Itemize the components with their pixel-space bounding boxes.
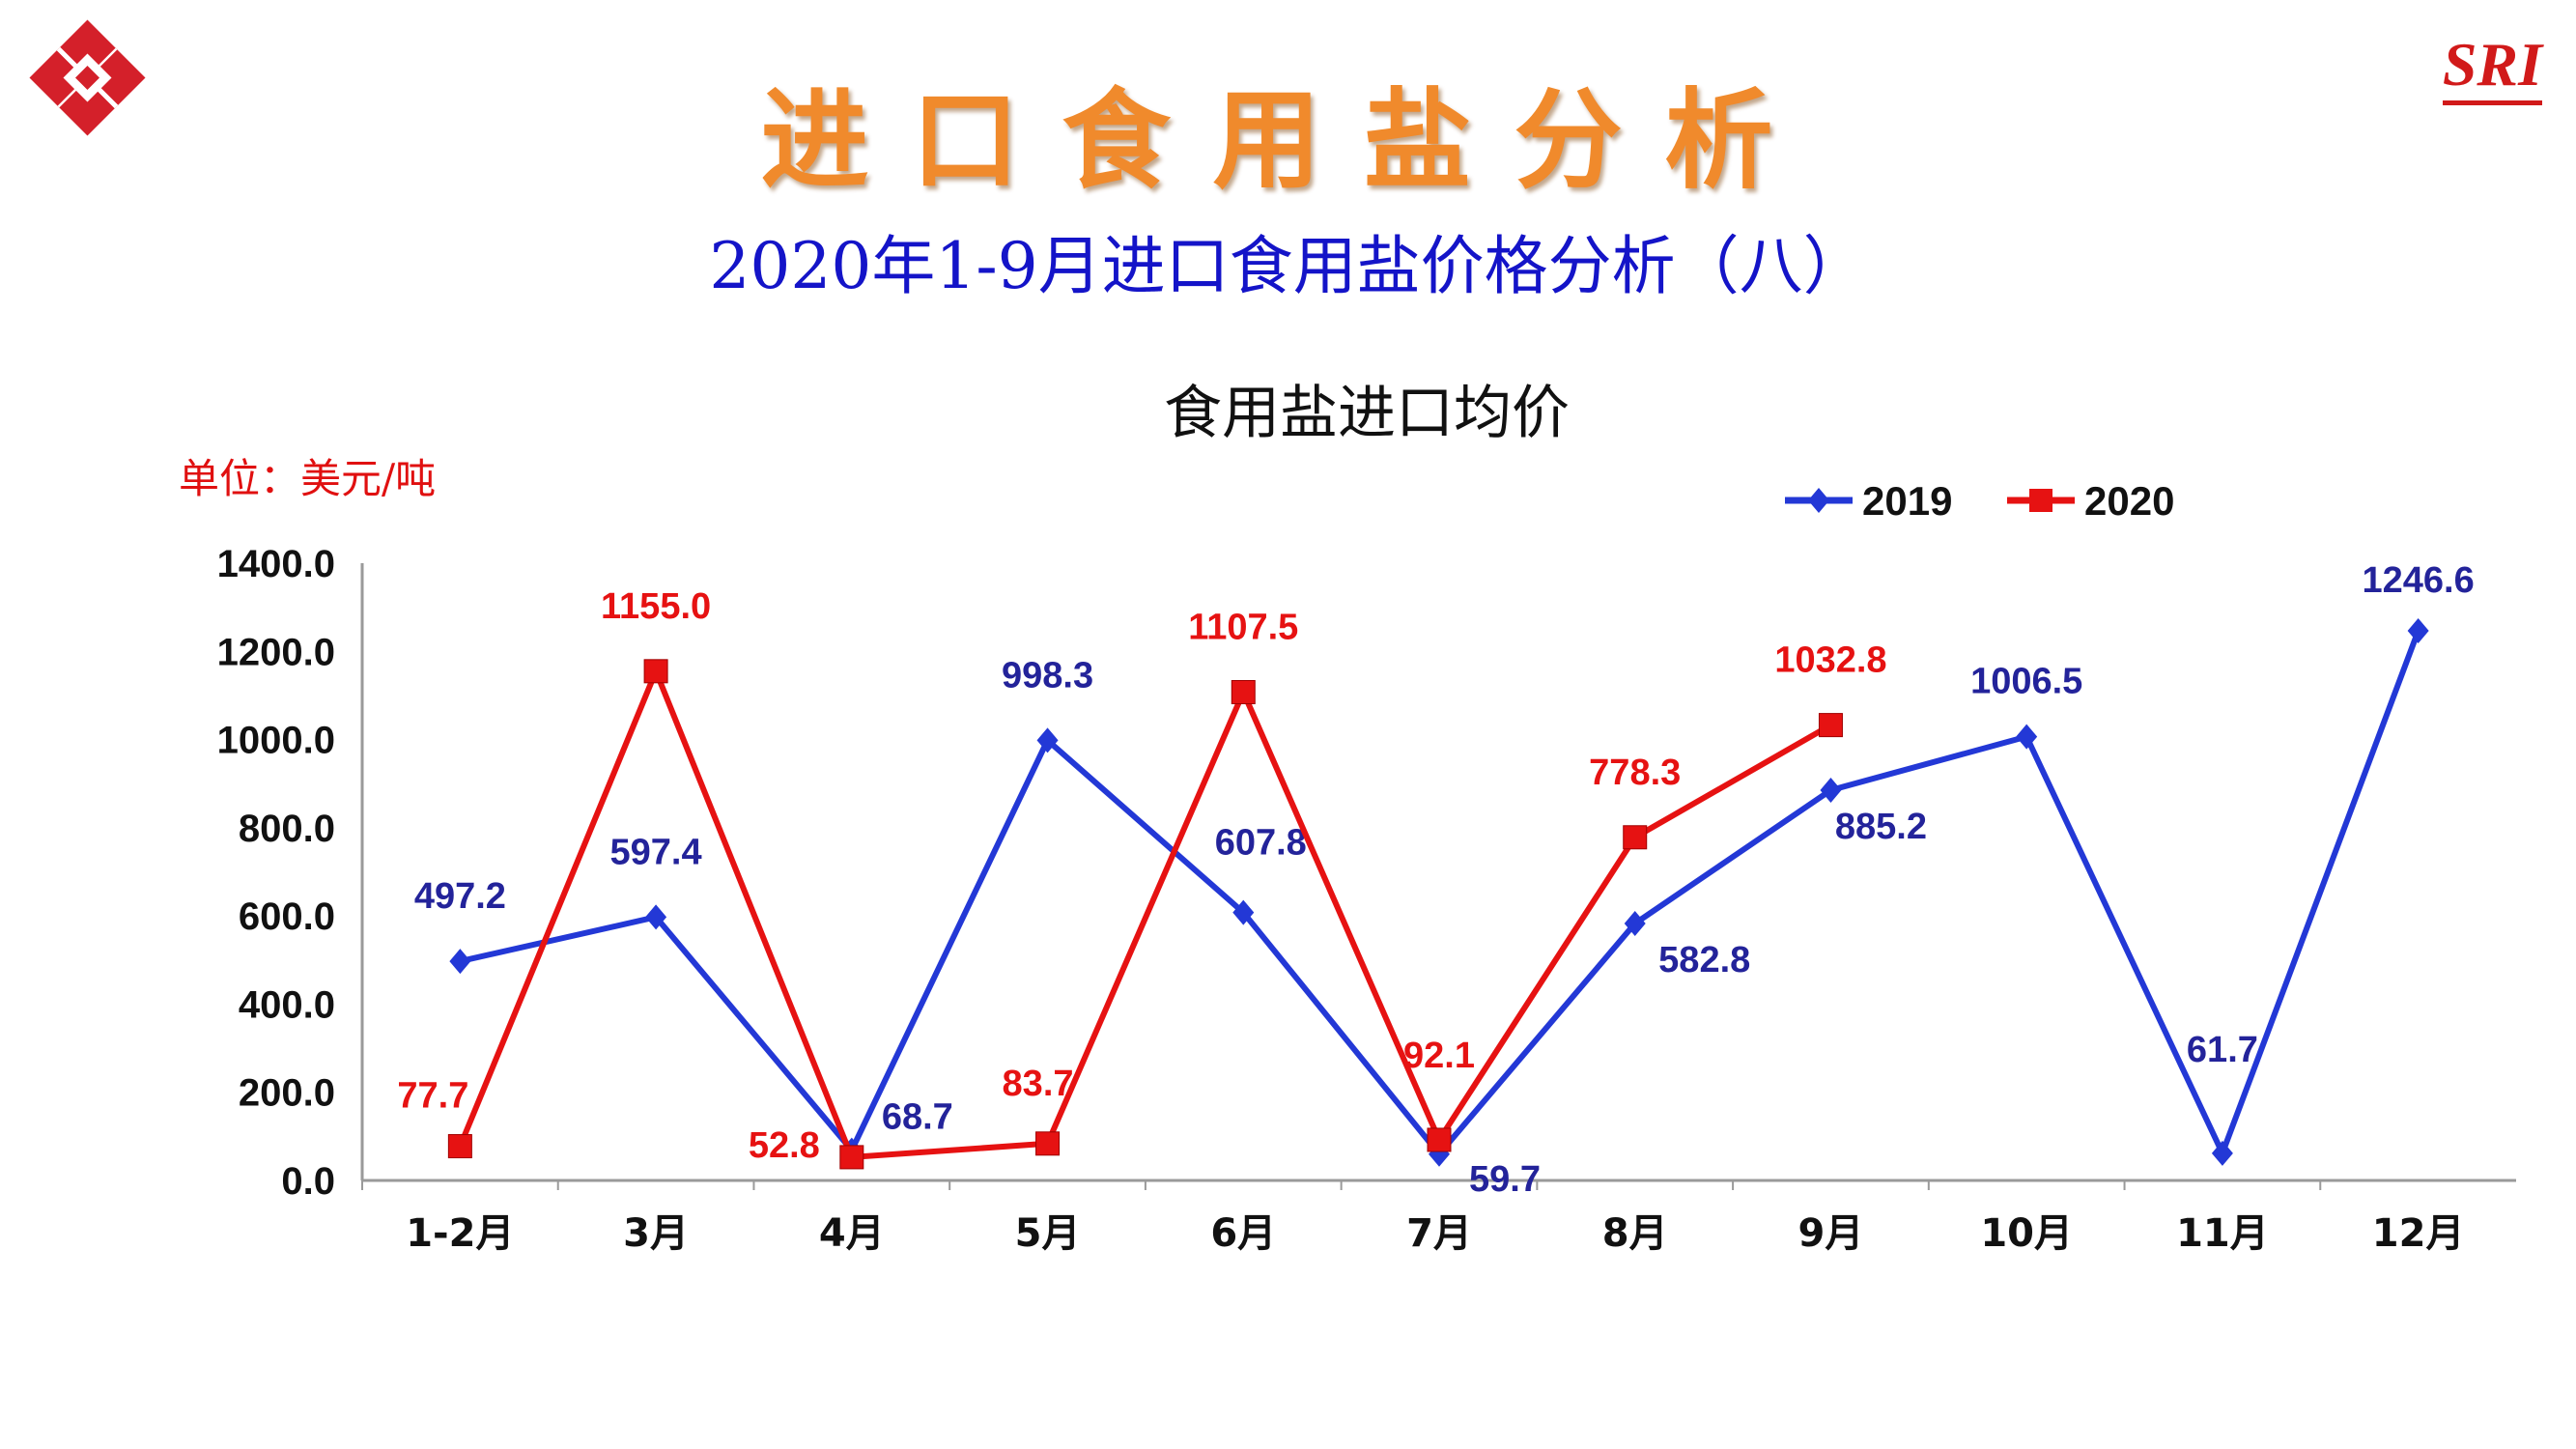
x-tick-label: 11月 (2176, 1211, 2269, 1256)
page-title: 进口食用盐分析 (760, 78, 1816, 204)
data-label-2019: 1006.5 (1970, 662, 2082, 702)
chart-title: 食用盐进口均价 (1164, 380, 1570, 447)
data-label-2020: 1032.8 (1774, 640, 1886, 681)
data-point-2020 (1623, 825, 1648, 850)
data-label-2020: 1107.5 (1188, 608, 1298, 648)
data-label-2019: 885.2 (1835, 807, 1927, 847)
x-tick-label: 9月 (1798, 1211, 1864, 1256)
data-label-2020: 778.3 (1589, 753, 1681, 793)
series-line-2020 (457, 668, 1832, 1160)
data-label-2019: 597.4 (610, 832, 702, 872)
data-label-2019: 1246.6 (2363, 560, 2475, 601)
x-tick-label: 12月 (2372, 1211, 2465, 1256)
y-tick-label: 1400.0 (217, 543, 335, 585)
x-tick-label: 4月 (819, 1211, 885, 1256)
legend-label-2019: 2019 (1862, 478, 1952, 524)
data-point-2020 (1427, 1127, 1452, 1152)
data-point-2020 (1818, 713, 1843, 738)
company-logo-icon (29, 19, 146, 136)
data-label-2019: 582.8 (1658, 940, 1750, 980)
y-tick-label: 400.0 (239, 983, 335, 1026)
data-label-2019: 59.7 (1469, 1159, 1541, 1200)
legend-marker-2019 (1808, 488, 1829, 513)
data-label-2020: 77.7 (397, 1076, 468, 1117)
data-point-2020 (447, 1134, 472, 1159)
x-tick-label: 3月 (623, 1211, 689, 1256)
chart-legend: 2019 2020 (1785, 478, 2174, 524)
data-label-2019: 497.2 (414, 876, 506, 917)
brand-mark: SRI (2442, 31, 2542, 105)
data-point-2019 (1820, 777, 1842, 803)
data-point-2019 (2016, 724, 2038, 750)
chart-axes: 0.0 200.0 400.0 600.0 800.0 1000.0 1200.0 1400.… (217, 543, 2516, 1256)
y-tick-label: 1000.0 (217, 720, 335, 762)
y-tick-label: 600.0 (239, 895, 335, 938)
y-tick-label: 1200.0 (217, 631, 335, 673)
data-label-2019: 61.7 (2187, 1030, 2258, 1070)
data-label-2019: 68.7 (882, 1097, 953, 1138)
chart-plot: 497.2 597.4 68.7 998.3 607.8 59.7 582.8 885.2 10… (397, 560, 2474, 1200)
data-label-2020: 92.1 (1403, 1036, 1475, 1076)
y-tick-label: 800.0 (239, 808, 335, 850)
data-point-2019 (1036, 727, 1059, 753)
x-tick-label: 10月 (1980, 1211, 2073, 1256)
data-label-2020: 1155.0 (601, 586, 711, 627)
data-label-2020: 83.7 (1003, 1064, 1074, 1104)
data-label-2019: 998.3 (1002, 655, 1093, 696)
data-point-2019 (2407, 618, 2429, 644)
legend-marker-2020 (2029, 489, 2052, 512)
data-point-2020 (839, 1145, 864, 1170)
x-tick-label: 5月 (1015, 1211, 1081, 1256)
data-point-2020 (1231, 680, 1256, 705)
data-point-2019 (2211, 1140, 2233, 1166)
data-point-2019 (449, 949, 471, 975)
legend-label-2020: 2020 (2084, 478, 2174, 524)
data-point-2019 (1624, 910, 1646, 936)
x-tick-label: 7月 (1406, 1211, 1472, 1256)
x-tick-label: 6月 (1210, 1211, 1276, 1256)
data-label-2019: 607.8 (1215, 823, 1307, 864)
data-point-2019 (1232, 899, 1255, 925)
data-point-2019 (645, 904, 667, 930)
data-label-2020: 52.8 (749, 1125, 820, 1166)
y-tick-label: 200.0 (239, 1072, 335, 1115)
x-tick-label: 1-2月 (406, 1211, 514, 1256)
y-tick-label: 0.0 (281, 1160, 335, 1203)
data-point-2020 (643, 659, 668, 684)
data-point-2020 (1035, 1131, 1061, 1156)
x-tick-label: 8月 (1602, 1211, 1668, 1256)
unit-label: 单位：美元/吨 (179, 455, 437, 502)
page-subtitle: 2020年1-9月进口食用盐价格分析（八） (709, 229, 1867, 303)
